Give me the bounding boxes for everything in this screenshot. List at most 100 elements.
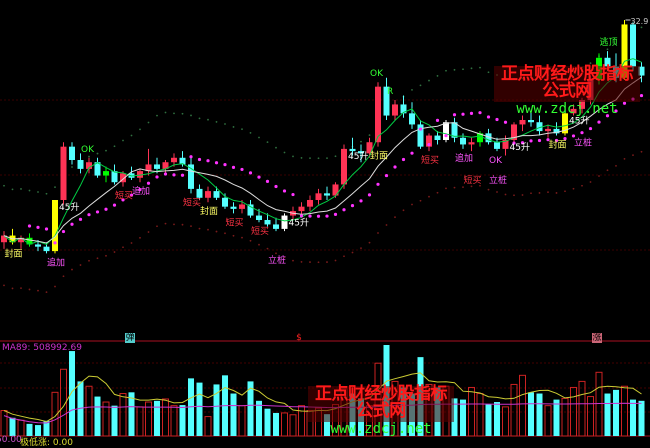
upper-band-dot [45,192,48,195]
trend-dot [325,214,329,218]
upper-band-dot [54,186,56,189]
upper-band-dot [292,155,294,158]
lower-band-dot [496,191,498,193]
lower-band-dot [139,236,141,239]
upper-band-dot [266,141,269,144]
candle-body [545,128,551,132]
volume-bar [630,399,636,436]
upper-band-dot [198,117,201,120]
trend-dot [87,213,91,217]
lower-band-dot [3,284,5,287]
lower-band-dot [207,228,209,231]
upper-band-dot [28,189,31,192]
candle-body [502,140,509,149]
candle-body [264,220,271,225]
upper-band-dot [156,114,158,117]
lower-band-dot [11,287,14,290]
upper-band-dot [453,68,456,71]
candle-body [137,171,143,178]
lower-band-dot [122,246,124,249]
lower-band-dot [623,157,626,160]
candle-body [162,162,169,169]
signal-label: 追加 [132,185,150,197]
upper-band-dot [105,149,107,152]
trend-dot [78,217,83,221]
candle-body [298,206,305,212]
volume-bar [638,400,645,436]
trend-dot [265,179,270,183]
trend-dot [240,167,244,172]
lower-band-dot [402,209,405,212]
volume-bar [536,393,543,436]
lower-band-dot [377,232,379,234]
lower-band-dot [504,193,507,196]
volume-bar [204,416,212,437]
signal-label: 45升 [289,218,309,229]
watermark-title: 正点财经炒股指标公式网 [315,384,448,421]
candle-body [400,104,407,114]
upper-band-dot [3,184,5,187]
signal-label: 短买 [226,216,244,228]
trend-dot [376,182,380,186]
lower-band-dot [538,192,541,194]
volume-bar [264,408,271,436]
volume-bar [9,417,16,436]
lower-band-dot [615,164,617,167]
trend-dot [350,204,355,208]
upper-band-dot [249,131,252,134]
candle-body [230,206,237,209]
trend-dot [282,189,287,193]
signal-label: 短买 [464,174,482,186]
trend-dot [197,157,202,162]
trend-dot [155,175,159,179]
volume-bar [298,405,305,437]
upper-band-dot [232,126,235,128]
lower-band-dot [411,203,413,206]
trend-dot [223,163,227,167]
volume-bar [468,386,475,437]
candle-body [536,122,543,132]
volume-bar [145,401,152,437]
tag-dollar: $ [296,333,302,343]
volume-bar [613,389,619,436]
upper-band-dot [215,121,218,123]
lower-band-dot [479,184,481,187]
volume-bar [621,385,628,437]
lower-band-dot [547,191,549,194]
volume-bar [510,383,518,437]
upper-band-dot [173,112,175,115]
volume-bar [256,400,262,436]
candle-body [434,135,441,140]
trend-dot [61,229,66,234]
lower-band-dot [37,289,39,292]
lower-band-dot [300,261,303,263]
signal-label: 追加 [455,152,473,164]
high-price-label: 32.9 [631,17,649,26]
volume-bar [128,392,135,436]
lower-band-dot [88,259,90,262]
lower-band-dot [487,188,490,191]
upper-band-dot [139,128,141,131]
candle-body [392,104,398,116]
watermark-url: www.zdcj.net [330,421,432,437]
candle-body [307,200,313,207]
lower-band-dot [513,194,515,197]
candle-body [409,113,415,125]
volume-bar [485,404,492,436]
trend-dot [554,138,559,143]
trend-dot [95,210,100,214]
lower-band-dot [445,187,447,190]
upper-band-dot [258,136,260,139]
trend-dot [486,115,491,119]
volume-bar [17,419,25,437]
candle-body [43,246,50,252]
volume-bar [43,420,50,436]
trend-dot [70,222,74,226]
lower-band-dot [317,261,320,264]
candle-body [341,148,347,185]
volume-bar [281,412,288,437]
signal-label: 45升 [569,115,589,126]
candle-body [358,151,364,154]
upper-band-dot [640,26,643,29]
volume-bar [60,368,67,437]
